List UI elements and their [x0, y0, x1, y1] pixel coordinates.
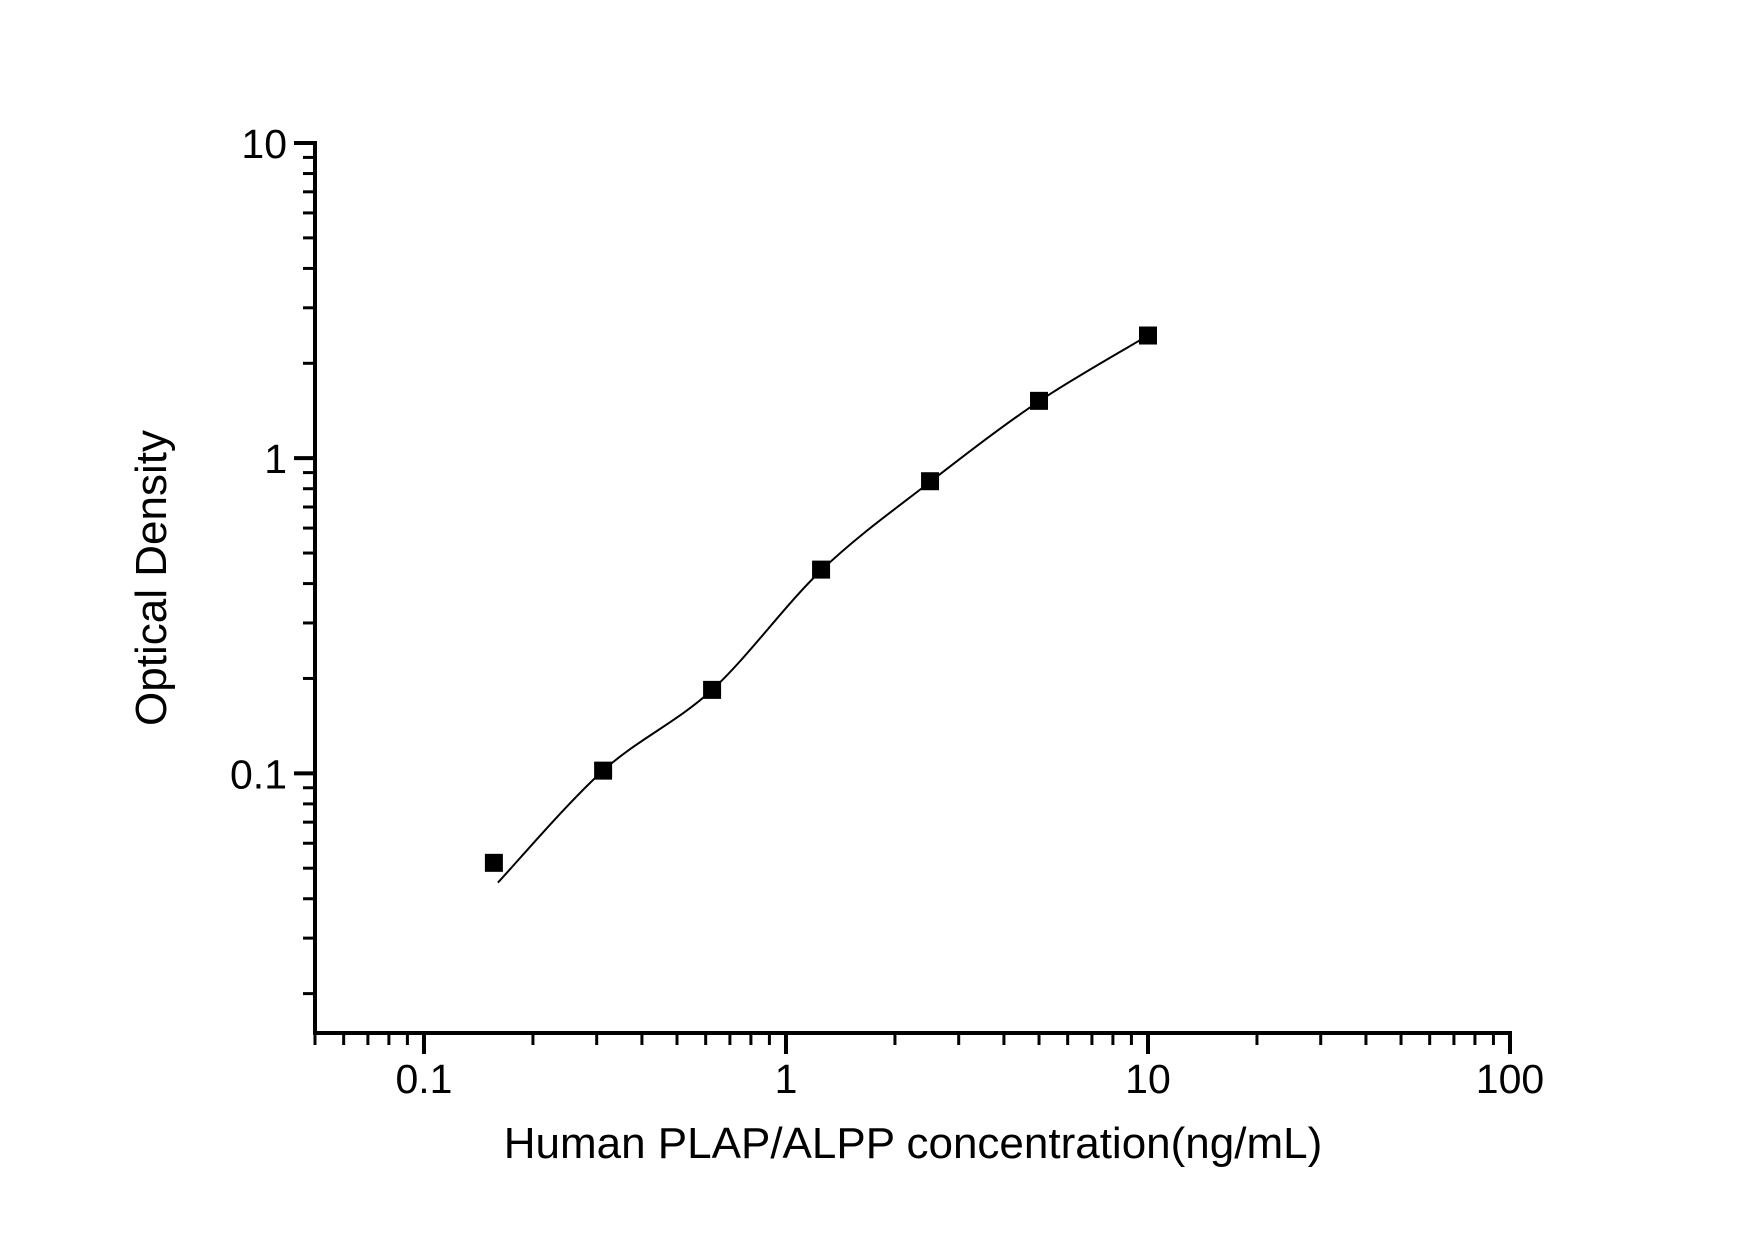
data-point-marker — [1030, 391, 1049, 410]
x-axis: 0.1 1 10 100 — [313, 1031, 1544, 1102]
data-point-marker — [921, 472, 940, 491]
x-tick-label: 10 — [1125, 1056, 1171, 1102]
data-point-marker — [812, 560, 831, 579]
y-tick-label: 1 — [264, 436, 287, 482]
y-tick-label: 0.1 — [230, 751, 287, 797]
data-point-marker — [703, 680, 722, 699]
data-point-marker — [594, 761, 613, 780]
y-tick-label: 10 — [241, 121, 287, 167]
x-tick-label: 1 — [775, 1056, 798, 1102]
y-axis: 0.1 1 10 — [230, 121, 317, 1035]
x-tick-label: 100 — [1476, 1056, 1544, 1102]
y-axis-title: Optical Density — [127, 430, 176, 726]
data-point-marker — [1138, 326, 1157, 345]
data-points — [484, 326, 1157, 872]
data-point-marker — [484, 853, 503, 872]
x-axis-title: Human PLAP/ALPP concentration(ng/mL) — [504, 1119, 1323, 1168]
x-tick-label: 0.1 — [395, 1056, 452, 1102]
